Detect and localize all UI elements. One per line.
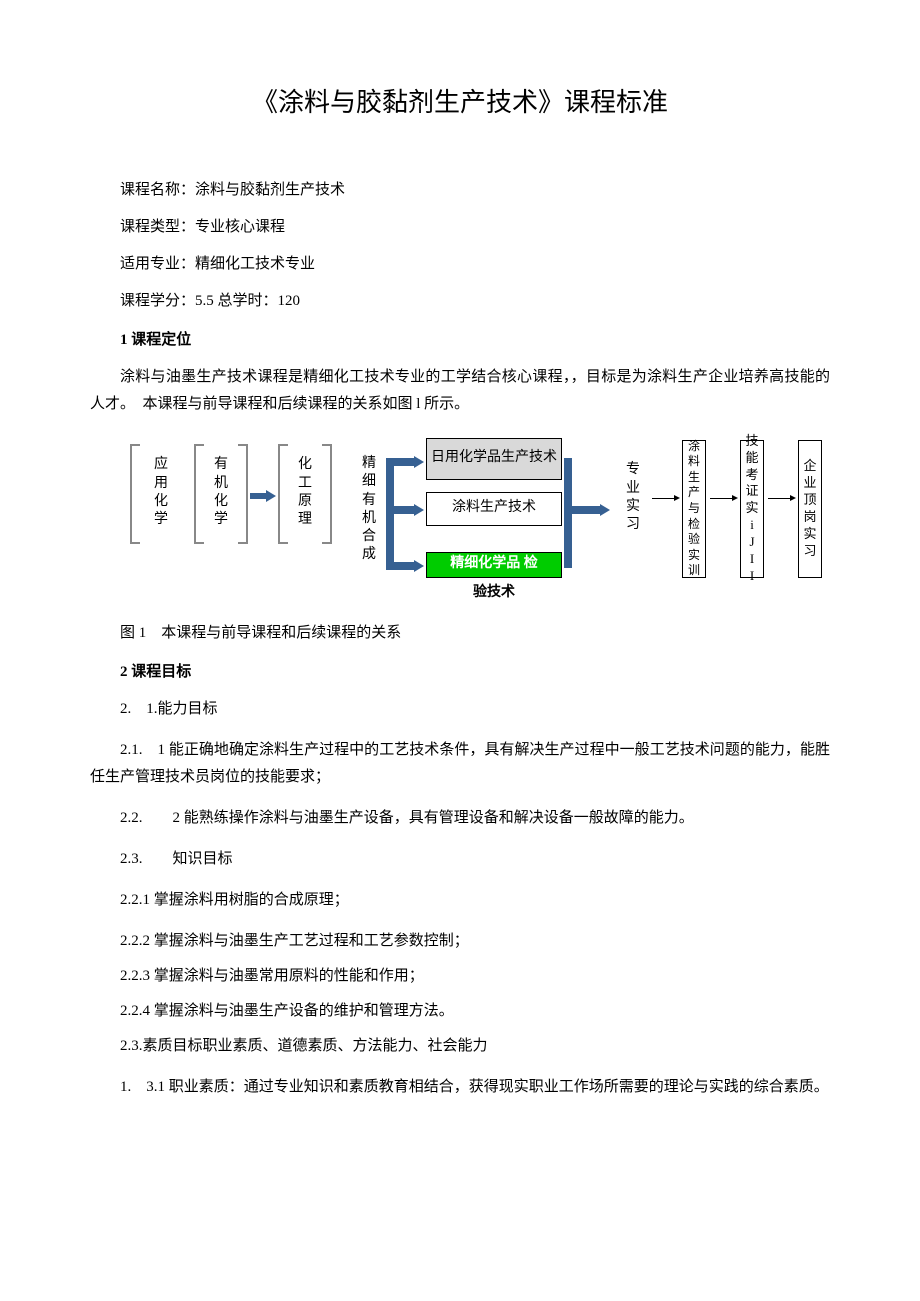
bracket-3l — [278, 444, 288, 544]
arrow-top-head — [414, 456, 424, 468]
meta-course-name: 课程名称：涂料与胶黏剂生产技术 — [90, 177, 830, 204]
item-2-1-2: 2.2. 2 能熟练操作涂料与油墨生产设备，具有管理设备和解决设备一般故障的能力… — [90, 805, 830, 832]
figure-1-caption: 图 1 本课程与前导课程和后续课程的关系 — [90, 620, 830, 647]
item-2-2-1: 2.2.1 掌握涂料用树脂的合成原理； — [90, 887, 830, 914]
meta-course-type: 课程类型：专业核心课程 — [90, 214, 830, 241]
thin-arrow-3 — [768, 498, 790, 499]
item-2-1-1: 2.1. 1 能正确地确定涂料生产过程中的工艺技术条件，具有解决生产过程中一般工… — [90, 737, 830, 791]
course-relation-diagram: 应用化学 有机化学 化工原理 精细有机合成 日用化学品生产技术 涂料生产技术 精… — [130, 438, 910, 608]
box-applied-chemistry: 应用化学 — [148, 448, 174, 538]
page-title: 《涂料与胶黏剂生产技术》课程标准 — [90, 80, 830, 127]
item-2-2-2: 2.2.2 掌握涂料与油墨生产工艺过程和工艺参数控制； — [90, 928, 830, 955]
arrow-bot — [386, 562, 416, 570]
thin-arrow-1 — [652, 498, 674, 499]
section-2-3: 2.3.素质目标职业素质、道德素质、方法能力、社会能力 — [90, 1033, 830, 1060]
section-1-heading: 1 课程定位 — [90, 327, 830, 354]
section-1-p1: 涂料与油墨生产技术课程是精细化工技术专业的工学结合核心课程，，目标是为涂料生产企… — [90, 364, 830, 418]
section-2-1-label: 2. 1.能力目标 — [90, 696, 830, 723]
box-coating-training: 涂料生产与检验实训 — [682, 440, 706, 578]
center-box-3-below: 验技术 — [426, 580, 562, 605]
arrow-r-head — [600, 504, 610, 516]
box-fine-organic-synthesis: 精细有机合成 — [356, 440, 382, 580]
item-2-2-4: 2.2.4 掌握涂料与油墨生产设备的维护和管理方法。 — [90, 998, 830, 1025]
bracket-2r — [238, 444, 248, 544]
box-skill-cert: 技能考证实iJII — [740, 440, 764, 578]
arrow-r-stub1 — [564, 458, 572, 466]
meta-major: 适用专业：精细化工技术专业 — [90, 251, 830, 278]
box-chem-eng-principle: 化工原理 — [292, 448, 318, 538]
box-pro-internship: 专业实习 — [620, 448, 646, 548]
meta-credit: 课程学分：5.5 总学时：120 — [90, 288, 830, 315]
arrow-mid-head — [414, 504, 424, 516]
bracket-left — [130, 444, 140, 544]
arrow-1-head — [266, 490, 276, 502]
bracket-2l — [194, 444, 204, 544]
arrow-mid — [386, 506, 416, 514]
box-enterprise-internship: 企业顶岗实习 — [798, 440, 822, 578]
bracket-3r — [322, 444, 332, 544]
arrow-top — [386, 458, 416, 466]
box-organic-chemistry: 有机化学 — [208, 448, 234, 538]
arrow-bot-head — [414, 560, 424, 572]
section-2-2-label: 2.3. 知识目标 — [90, 846, 830, 873]
center-box-3: 精细化学品 检 — [426, 552, 562, 578]
center-box-2: 涂料生产技术 — [426, 492, 562, 526]
item-2-2-3: 2.2.3 掌握涂料与油墨常用原料的性能和作用； — [90, 963, 830, 990]
section-2-heading: 2 课程目标 — [90, 659, 830, 686]
item-2-3-1: 1. 3.1 职业素质：通过专业知识和素质教育相结合，获得现实职业工作场所需要的… — [90, 1074, 830, 1101]
center-box-1: 日用化学品生产技术 — [426, 438, 562, 480]
thin-arrow-2 — [710, 498, 732, 499]
arrow-r-main — [564, 506, 602, 514]
